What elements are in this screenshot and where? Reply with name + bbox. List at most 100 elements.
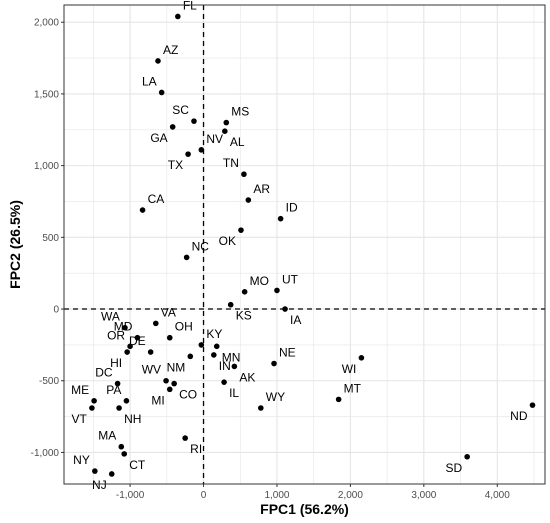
point-label-wy: WY (266, 390, 285, 404)
panel-border (63, 4, 546, 485)
point-label-sc: SC (172, 103, 189, 117)
data-point-nj (108, 471, 115, 477)
y-tick-label: 2,000 (34, 18, 59, 29)
data-point-ms (223, 119, 230, 126)
point-label-ma: MA (98, 429, 116, 443)
point-label-al: AL (230, 135, 245, 149)
data-point-nc (183, 254, 190, 261)
data-point-tn (241, 171, 247, 178)
point-label-nj: NJ (92, 478, 107, 492)
point-label-nd: ND (510, 409, 528, 423)
point-label-nv: NV (206, 132, 223, 146)
point-label-fl: FL (183, 0, 197, 12)
point-label-id: ID (286, 201, 298, 215)
data-point-al (222, 128, 228, 135)
data-point-ma (118, 443, 125, 450)
data-point-nd (529, 402, 536, 408)
data-point-va (152, 320, 159, 327)
data-point-nm (187, 353, 194, 360)
y-tick-label: 1,500 (34, 89, 59, 100)
point-label-md: MD (114, 320, 133, 334)
point-label-vt: VT (72, 412, 88, 426)
data-point-ks (227, 301, 234, 308)
point-label-az: AZ (163, 43, 178, 57)
data-point-az (155, 58, 161, 64)
data-point-ct (121, 451, 128, 457)
data-point-ar (245, 197, 252, 203)
point-label-ut: UT (282, 272, 299, 286)
y-tick-label: 0 (53, 305, 59, 316)
data-point-ak (231, 363, 238, 370)
point-label-ny: NY (73, 453, 90, 467)
point-label-la: LA (142, 74, 157, 88)
y-tick-label: 1,000 (34, 161, 59, 172)
x-tick-label: 2,000 (338, 490, 363, 501)
y-tick-label: -500 (39, 376, 59, 387)
data-point-vt (89, 405, 95, 411)
data-point-la (158, 89, 165, 96)
data-point-fl (175, 13, 181, 20)
point-label-de: DE (129, 334, 146, 348)
data-point-sc (191, 118, 197, 124)
point-label-ky: KY (206, 327, 222, 341)
data-point-wa (122, 324, 128, 331)
point-label-mn: MN (222, 350, 241, 364)
data-point-mn (213, 343, 220, 350)
point-label-wa: WA (101, 310, 120, 324)
data-point-ca (139, 207, 146, 213)
y-tick-label: -1,000 (31, 448, 60, 459)
point-label-nc: NC (192, 239, 210, 253)
data-point-wi (358, 354, 365, 361)
data-point-ky (198, 342, 205, 348)
point-label-pa: PA (106, 383, 121, 397)
point-label-ca: CA (148, 192, 165, 206)
point-label-ga: GA (150, 131, 167, 145)
point-label-in: IN (219, 359, 231, 373)
data-point-mt (335, 396, 342, 403)
data-point-mo (241, 289, 248, 295)
point-label-va: VA (161, 305, 176, 319)
point-label-ms: MS (231, 105, 249, 119)
point-label-co: CO (179, 388, 197, 402)
point-label-tx: TX (168, 158, 183, 172)
point-label-nh: NH (124, 412, 141, 426)
point-label-tn: TN (223, 156, 239, 170)
data-point-mi (166, 386, 173, 393)
data-point-in (211, 352, 217, 358)
data-point-oh (166, 334, 173, 341)
data-point-or (127, 343, 133, 350)
data-point-ia (282, 306, 288, 312)
x-tick-label: -1,000 (116, 490, 145, 501)
data-point-nv (198, 147, 205, 153)
data-point-id (277, 215, 284, 222)
point-label-mi: MI (151, 393, 164, 407)
point-label-il: IL (229, 386, 239, 400)
x-tick-label: 3,000 (411, 490, 436, 501)
x-axis-title: FPC1 (56.2%) (260, 501, 349, 517)
point-label-ne: NE (279, 346, 296, 360)
point-label-ks: KS (236, 309, 252, 323)
data-point-ut (274, 287, 280, 294)
point-label-me: ME (71, 383, 89, 397)
x-axis: -1,000 0 1,000 2,000 3,000 4,000 (116, 484, 510, 501)
data-point-hi (124, 349, 130, 355)
data-point-me (91, 398, 97, 404)
data-point-pa (123, 398, 130, 404)
data-point-co (171, 380, 177, 387)
data-point-de (147, 349, 154, 355)
point-label-ri: RI (190, 442, 202, 456)
data-point-tx (185, 151, 191, 157)
data-point-nh (116, 405, 122, 411)
point-label-oh: OH (175, 320, 193, 334)
y-tick-label: 500 (42, 233, 59, 244)
data-point-ri (182, 435, 188, 441)
data-point-sd (464, 453, 470, 460)
point-label-mo: MO (250, 274, 269, 288)
data-point-ny (92, 468, 98, 474)
point-label-wv: WV (142, 363, 161, 377)
x-tick-label: 4,000 (485, 490, 510, 501)
point-label-ia: IA (290, 313, 301, 327)
data-point-dc (114, 380, 121, 387)
